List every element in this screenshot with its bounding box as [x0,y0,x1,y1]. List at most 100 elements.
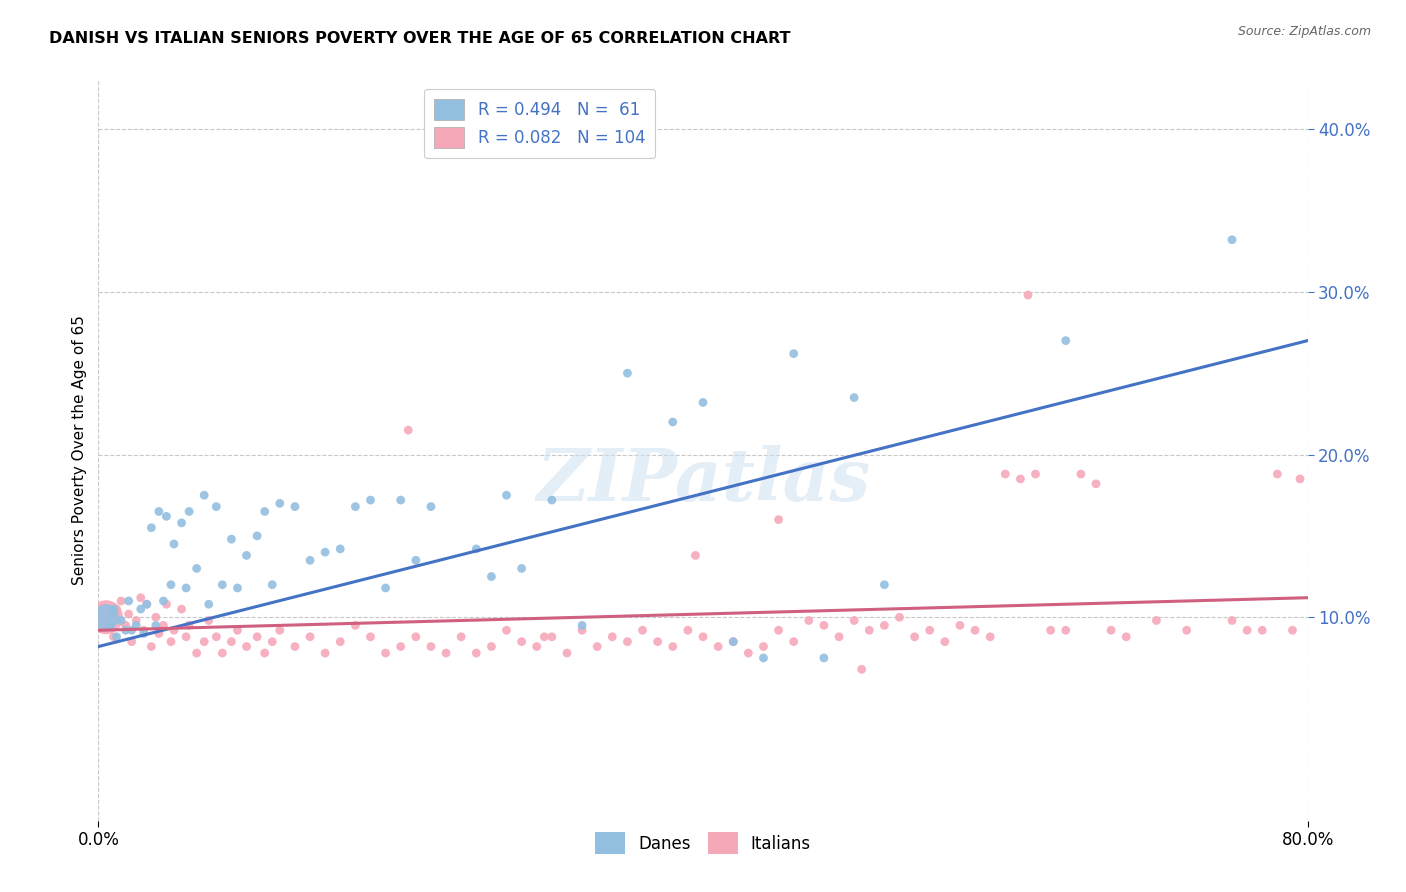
Point [329,541,352,556]
Point [571,624,593,638]
Point [685,549,707,563]
Point [510,561,533,575]
Point [692,630,714,644]
Point [374,646,396,660]
Point [94,610,117,624]
Point [174,630,197,644]
Point [434,646,457,660]
Point [752,640,775,654]
Point [125,614,148,628]
Point [1054,624,1077,638]
Point [197,614,219,628]
Point [211,577,233,591]
Point [360,630,382,644]
Point [148,626,170,640]
Point [155,597,177,611]
Point [118,607,141,621]
Point [1220,233,1243,247]
Point [873,618,896,632]
Point [235,549,257,563]
Point [226,624,249,638]
Point [110,594,132,608]
Point [299,553,322,567]
Point [616,366,638,380]
Point [661,640,683,654]
Point [813,618,835,632]
Point [1085,476,1108,491]
Point [918,624,941,638]
Point [1289,472,1312,486]
Point [103,602,125,616]
Point [94,610,117,624]
Point [344,618,367,632]
Point [851,662,873,676]
Point [132,624,155,638]
Point [100,618,122,632]
Point [1251,624,1274,638]
Point [1175,624,1198,638]
Point [135,597,157,611]
Point [246,630,269,644]
Point [269,496,291,510]
Point [141,521,163,535]
Point [965,624,987,638]
Point [405,630,427,644]
Point [783,634,806,648]
Point [465,541,488,556]
Point [1070,467,1092,481]
Point [737,646,759,660]
Point [135,597,157,611]
Point [723,634,745,648]
Point [813,651,835,665]
Point [221,634,243,648]
Point [163,624,186,638]
Point [904,630,927,644]
Point [284,500,307,514]
Point [205,500,228,514]
Point [132,626,155,640]
Point [186,646,208,660]
Point [103,630,125,644]
Point [360,493,382,508]
Point [481,640,503,654]
Point [221,532,243,546]
Point [170,516,193,530]
Point [179,504,201,518]
Point [844,614,866,628]
Point [540,630,562,644]
Point [979,630,1001,644]
Point [148,504,170,518]
Point [450,630,472,644]
Point [314,545,336,559]
Point [797,614,820,628]
Point [405,553,427,567]
Text: Source: ZipAtlas.com: Source: ZipAtlas.com [1237,25,1371,38]
Point [420,500,443,514]
Point [631,624,654,638]
Point [828,630,851,644]
Point [193,634,215,648]
Point [526,640,548,654]
Point [105,630,128,644]
Point [155,509,177,524]
Point [314,646,336,660]
Point [510,634,533,648]
Point [1267,467,1289,481]
Point [186,561,208,575]
Point [170,602,193,616]
Point [934,634,956,648]
Point [994,467,1017,481]
Point [647,634,669,648]
Point [495,624,517,638]
Point [253,646,276,660]
Point [396,423,419,437]
Point [723,634,745,648]
Point [269,624,291,638]
Point [768,513,790,527]
Point [118,594,141,608]
Point [533,630,555,644]
Point [235,640,257,654]
Point [152,618,174,632]
Point [121,634,143,648]
Point [602,630,624,644]
